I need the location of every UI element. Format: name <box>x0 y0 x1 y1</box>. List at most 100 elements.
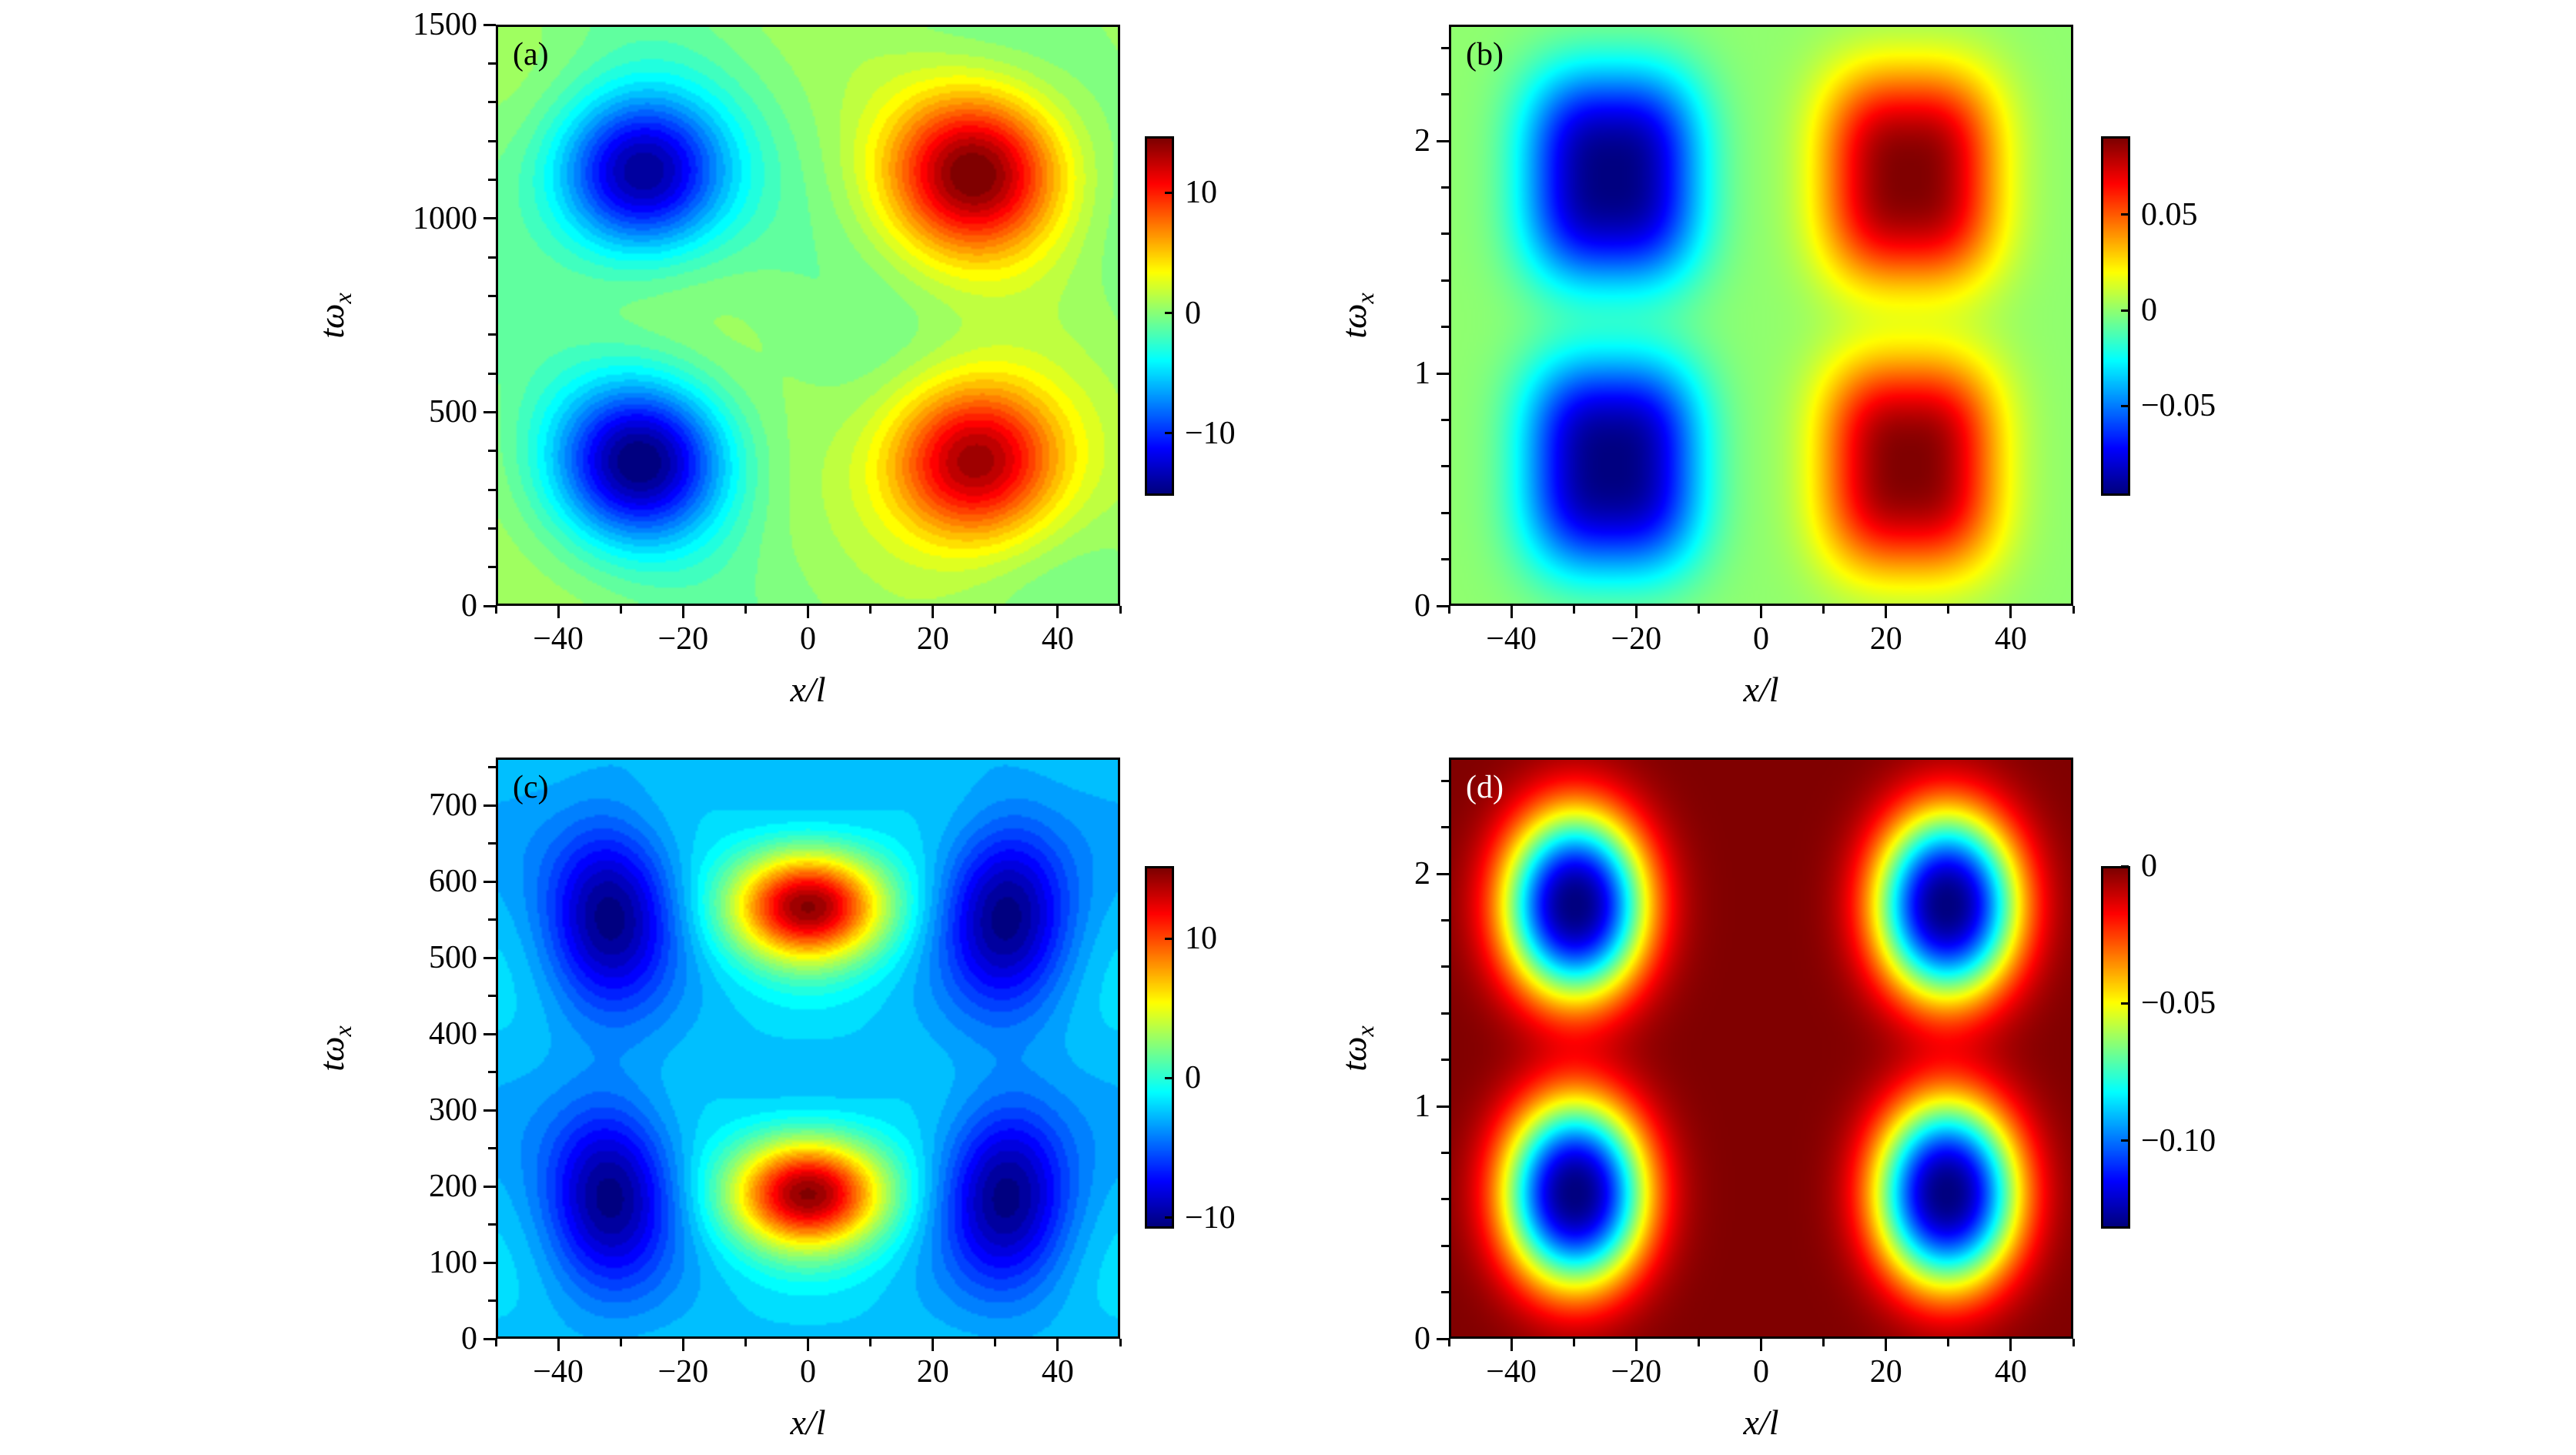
y-major-tick <box>483 1032 496 1035</box>
y-axis-label: tωx <box>1333 1025 1380 1072</box>
y-minor-tick <box>1441 326 1449 329</box>
y-tick-label: 200 <box>429 1169 477 1205</box>
colorbar-tick <box>1165 1216 1173 1219</box>
y-minor-tick <box>1441 186 1449 189</box>
y-major-tick <box>1437 1337 1449 1340</box>
y-minor-tick <box>1441 1291 1449 1294</box>
x-major-tick <box>681 606 684 618</box>
y-major-tick <box>1437 372 1449 375</box>
y-tick-label: 2 <box>1414 856 1430 891</box>
colorbar-tick <box>1165 1076 1173 1079</box>
x-tick-label: −20 <box>1611 1354 1662 1390</box>
colorbar-tick <box>2121 213 2129 216</box>
colorbar-d <box>2101 866 2130 1229</box>
x-minor-tick <box>1447 606 1450 614</box>
y-tick-label: 1000 <box>413 200 477 236</box>
x-major-tick <box>1885 1339 1888 1351</box>
colorbar-tick <box>1165 191 1173 194</box>
y-tick-label: 700 <box>429 788 477 824</box>
x-minor-tick <box>619 1339 622 1346</box>
colorbar-tick <box>2121 309 2129 312</box>
x-minor-tick <box>869 606 872 614</box>
colorbar-c <box>1145 866 1174 1229</box>
y-minor-tick <box>488 842 496 845</box>
colorbar-a <box>1145 136 1174 496</box>
y-minor-tick <box>488 372 496 375</box>
colorbar-tick-label: −0.05 <box>2141 985 2216 1022</box>
x-minor-tick <box>1822 1339 1825 1346</box>
colorbar-tick-label: 0 <box>1185 1060 1201 1096</box>
heatmap-image-a <box>498 27 1118 604</box>
x-major-tick <box>1760 1339 1762 1351</box>
x-major-tick <box>681 1339 684 1351</box>
colorbar-tick-label: −10 <box>1185 1199 1236 1236</box>
x-minor-tick <box>1947 1339 1950 1346</box>
colorbar-tick-label: 0 <box>2141 848 2157 884</box>
y-minor-tick <box>488 333 496 336</box>
y-minor-tick <box>1441 232 1449 236</box>
heatmap-plot-c <box>496 758 1120 1339</box>
y-minor-tick <box>488 256 496 259</box>
x-tick-label: 40 <box>1041 1354 1074 1390</box>
y-minor-tick <box>1441 279 1449 282</box>
colorbar-tick-label: 0 <box>1185 295 1201 331</box>
x-minor-tick <box>869 1339 872 1346</box>
y-minor-tick <box>488 1299 496 1303</box>
x-tick-label: 0 <box>1753 1354 1769 1390</box>
y-minor-tick <box>488 101 496 104</box>
panel-label: (d) <box>1466 770 1504 805</box>
y-minor-tick <box>1441 1059 1449 1062</box>
y-major-tick <box>483 23 496 26</box>
colorbar-tick-label: −0.05 <box>2141 388 2216 424</box>
x-tick-label: 40 <box>1041 621 1074 657</box>
y-tick-label: 100 <box>429 1245 477 1281</box>
y-major-tick <box>483 604 496 607</box>
y-tick-label: 0 <box>1414 1321 1430 1356</box>
x-major-tick <box>1056 1339 1059 1351</box>
y-axis-label: tωx <box>311 1025 357 1072</box>
y-tick-label: 1 <box>1414 1089 1430 1124</box>
colorbar-tick-label: 0.05 <box>2141 196 2198 232</box>
heatmap-image-d <box>1451 760 2071 1336</box>
x-major-tick <box>1056 606 1059 618</box>
y-tick-label: 500 <box>429 940 477 976</box>
y-major-tick <box>483 1185 496 1188</box>
x-minor-tick <box>1572 1339 1575 1346</box>
y-major-tick <box>1437 139 1449 142</box>
y-major-tick <box>483 1109 496 1112</box>
y-tick-label: 600 <box>429 864 477 900</box>
y-tick-label: 2 <box>1414 123 1430 159</box>
y-minor-tick <box>1441 1198 1449 1201</box>
x-minor-tick <box>994 606 997 614</box>
y-major-tick <box>483 956 496 959</box>
x-minor-tick <box>744 1339 747 1346</box>
x-major-tick <box>932 606 935 618</box>
y-minor-tick <box>1441 918 1449 922</box>
colorbar-tick-label: −0.10 <box>2141 1122 2216 1159</box>
y-minor-tick <box>488 62 496 65</box>
x-tick-label: 0 <box>800 621 816 657</box>
y-major-tick <box>483 880 496 883</box>
y-minor-tick <box>1441 1012 1449 1015</box>
y-minor-tick <box>1441 1244 1449 1247</box>
y-minor-tick <box>488 450 496 453</box>
x-major-tick <box>932 1339 935 1351</box>
x-tick-label: −40 <box>533 1354 584 1390</box>
x-major-tick <box>1634 1339 1638 1351</box>
x-minor-tick <box>994 1339 997 1346</box>
y-minor-tick <box>488 139 496 142</box>
y-minor-tick <box>1441 779 1449 782</box>
y-major-tick <box>1437 604 1449 607</box>
y-tick-label: 400 <box>429 1016 477 1052</box>
y-minor-tick <box>488 918 496 922</box>
x-minor-tick <box>744 606 747 614</box>
y-tick-label: 0 <box>461 1321 477 1356</box>
colorbar-tick-label: 10 <box>1185 921 1217 957</box>
x-major-tick <box>1760 606 1762 618</box>
x-minor-tick <box>2072 606 2075 614</box>
x-minor-tick <box>1697 606 1700 614</box>
panel-label: (b) <box>1466 37 1504 72</box>
heatmap-plot-a <box>496 25 1120 606</box>
x-tick-label: 40 <box>1994 621 2027 657</box>
y-minor-tick <box>488 1223 496 1226</box>
